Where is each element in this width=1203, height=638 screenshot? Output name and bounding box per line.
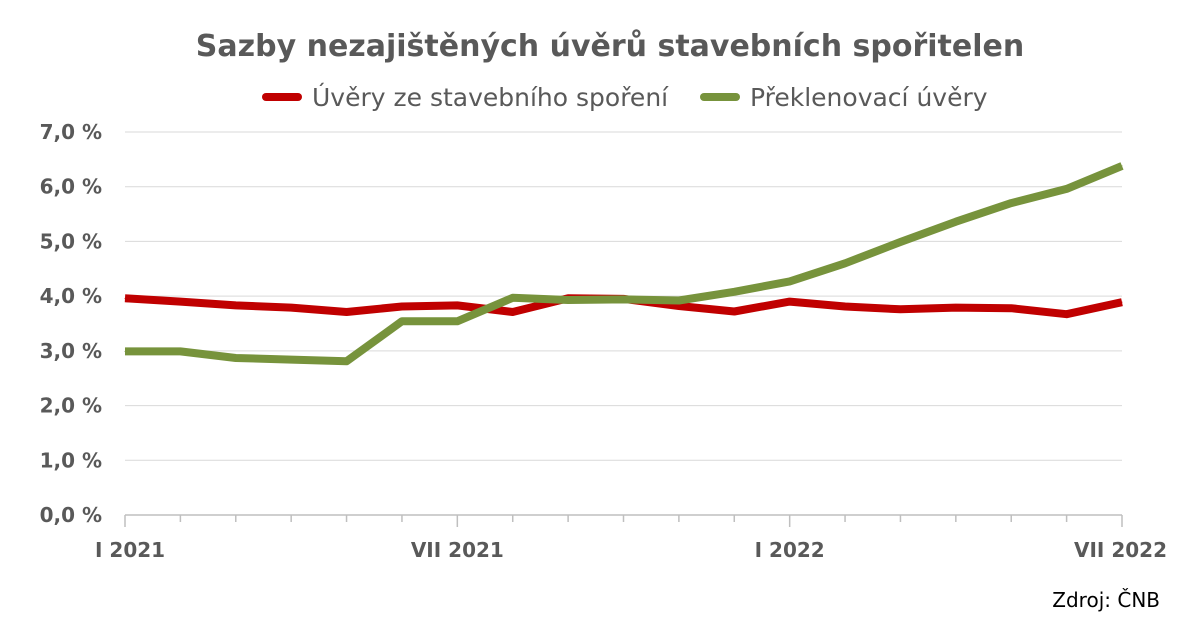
y-tick-label: 6,0 % bbox=[40, 175, 102, 199]
series-0-point bbox=[401, 306, 403, 308]
series-0-point bbox=[1010, 307, 1012, 309]
legend: Úvěry ze stavebního spoření Překlenovací… bbox=[262, 82, 988, 112]
series-1-point bbox=[844, 262, 846, 264]
series-0-point bbox=[678, 305, 680, 307]
series-0-point bbox=[733, 310, 735, 312]
x-tick-label: I 2021 bbox=[95, 538, 165, 562]
series-1-point bbox=[733, 291, 735, 293]
series-0-point bbox=[290, 307, 292, 309]
source-note: Zdroj: ČNB bbox=[1052, 588, 1160, 612]
series-1-point bbox=[789, 280, 791, 282]
y-tick-label: 1,0 % bbox=[40, 448, 102, 472]
y-tick-label: 7,0 % bbox=[40, 120, 102, 144]
series-line-1 bbox=[125, 162, 1124, 366]
series-1-point bbox=[346, 360, 348, 362]
series-1-point bbox=[1066, 188, 1068, 190]
series-1-point bbox=[955, 221, 957, 223]
series-1-point bbox=[678, 300, 680, 302]
series-1-point bbox=[623, 298, 624, 300]
x-tick-label: VII 2021 bbox=[411, 538, 504, 562]
series-1-point bbox=[1010, 202, 1012, 204]
series-0-point bbox=[235, 304, 237, 306]
y-tick-label: 0,0 % bbox=[40, 503, 102, 527]
series-0-point bbox=[512, 311, 514, 313]
series-1-point bbox=[456, 320, 458, 322]
chart-title: Sazby nezajištěných úvěrů stavebních spo… bbox=[196, 28, 1024, 64]
series-1-point bbox=[567, 299, 569, 301]
series-1-point bbox=[179, 350, 181, 352]
series-1-point bbox=[512, 297, 514, 299]
x-tick-label: I 2022 bbox=[755, 538, 825, 562]
series-0-point bbox=[899, 308, 901, 310]
series-0-point bbox=[179, 301, 181, 303]
y-tick-label: 2,0 % bbox=[40, 394, 102, 418]
series-1-point bbox=[401, 320, 403, 322]
series-0-point bbox=[844, 306, 846, 308]
y-tick-label: 3,0 % bbox=[40, 339, 102, 363]
legend-label-uvery-ze-stavebniho-sporeni: Úvěry ze stavebního spoření bbox=[312, 82, 669, 112]
y-tick-label: 5,0 % bbox=[40, 229, 102, 253]
x-axis: I 2021 VII 2021 I 2022 VII 2022 bbox=[95, 514, 1167, 562]
series-0-point bbox=[955, 307, 957, 309]
series-0-point bbox=[124, 297, 126, 299]
series-0-point bbox=[1066, 313, 1068, 315]
series-0-point bbox=[346, 311, 348, 313]
series-0-point bbox=[1121, 301, 1123, 303]
series-1-point bbox=[235, 357, 237, 359]
series-1-point bbox=[290, 359, 292, 361]
series-0-point bbox=[789, 301, 791, 303]
series-1-point bbox=[124, 350, 126, 352]
y-axis-ticks: 0,0 % 1,0 % 2,0 % 3,0 % 4,0 % 5,0 % 6,0 % 7,0 % bbox=[40, 120, 102, 527]
y-tick-label: 4,0 % bbox=[40, 284, 102, 308]
legend-label-preklenovaci-uvery: Překlenovací úvěry bbox=[750, 83, 988, 112]
x-tick-label: VII 2022 bbox=[1074, 538, 1167, 562]
series-lines bbox=[124, 162, 1124, 366]
series-0-point bbox=[456, 304, 458, 306]
series-1-point bbox=[1121, 165, 1123, 167]
series-1-point bbox=[899, 241, 901, 243]
